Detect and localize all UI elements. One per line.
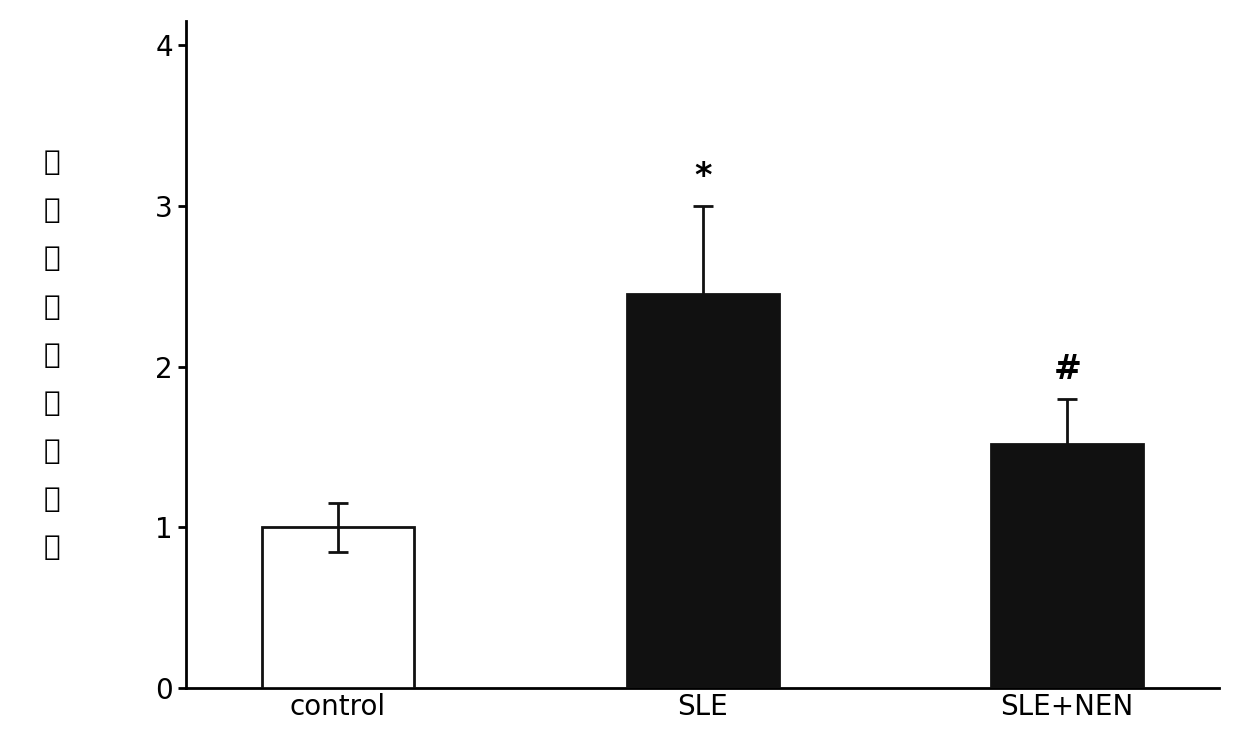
Text: 血: 血: [43, 148, 60, 177]
Text: 酸: 酸: [43, 292, 60, 321]
Text: 肌: 肌: [43, 244, 60, 272]
Text: 清: 清: [43, 197, 60, 224]
Text: #: #: [1053, 353, 1081, 386]
Bar: [991, 444, 1143, 689]
Bar: [262, 528, 414, 689]
Text: *: *: [694, 160, 712, 193]
Text: 量: 量: [43, 533, 60, 561]
Bar: [626, 295, 779, 689]
Text: 含: 含: [43, 485, 60, 513]
Text: 酌: 酌: [43, 341, 60, 369]
Text: 对: 对: [43, 437, 60, 464]
Text: 相: 相: [43, 389, 60, 416]
